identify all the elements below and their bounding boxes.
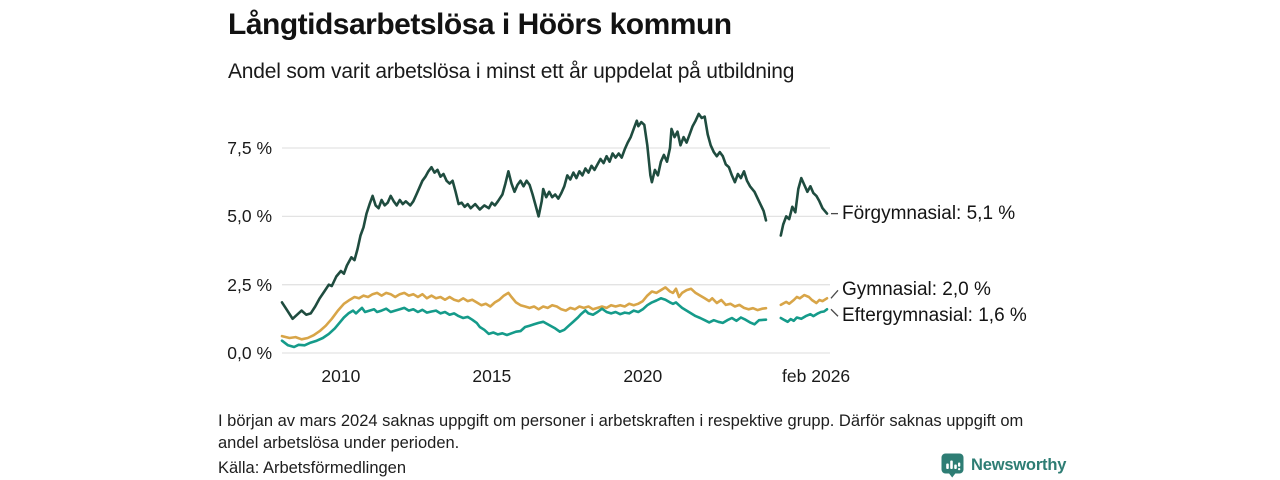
x-axis-tick-label: feb 2026 (782, 366, 851, 386)
series-line-eftergymnasial (779, 308, 829, 324)
x-axis-tick-label: 2015 (472, 366, 512, 386)
series-end-label-frgymnasial: Förgymnasial: 5,1 % (842, 202, 1016, 224)
brand-name: Newsworthy (971, 456, 1067, 474)
line-chart: 0,0 % 2,5 % 5,0 % 7,5 % 2010 2015 2020 feb 2026… (227, 112, 1027, 386)
series-line-gymnasial (779, 293, 829, 307)
page-subtitle: Andel som varit arbetslösa i minst ett å… (228, 60, 795, 83)
series-line-gymnasial (280, 286, 768, 341)
source-note: Källa: Arbetsförmedlingen (218, 459, 407, 477)
y-axis-tick-label: 5,0 % (227, 206, 272, 227)
series-line-eftergymnasial (280, 297, 768, 349)
label-connector (830, 289, 839, 299)
series-line-frgymnasial (779, 176, 829, 237)
x-axis-tick-label: 2020 (623, 366, 663, 386)
newsworthy-logo: Newsworthy (941, 453, 1066, 478)
page-title: Långtidsarbetslösa i Höörs kommun (228, 8, 732, 41)
x-axis-tick-label: 2010 (321, 366, 361, 386)
label-connector (830, 308, 839, 317)
y-axis-tick-label: 7,5 % (227, 138, 272, 159)
y-axis-tick-label: 0,0 % (227, 343, 272, 363)
newsworthy-pin-barchart-icon (941, 453, 964, 478)
chart-footnote: I början av mars 2024 saknas uppgift om … (218, 412, 1024, 452)
series-end-label-gymnasial: Gymnasial: 2,0 % (842, 279, 991, 301)
series-line-frgymnasial (280, 112, 768, 321)
y-axis-tick-label: 2,5 % (227, 274, 272, 295)
series-end-label-eftergymnasial: Eftergymnasial: 1,6 % (842, 305, 1027, 327)
chart-plot (280, 112, 839, 354)
